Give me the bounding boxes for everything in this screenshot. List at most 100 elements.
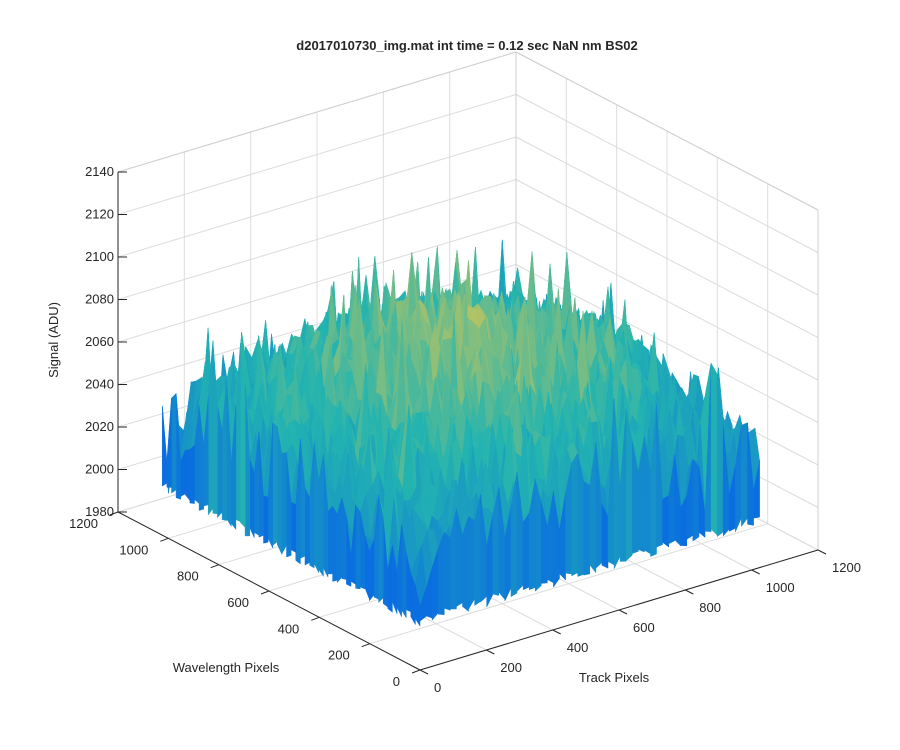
surface-skirt — [638, 436, 645, 553]
surface-skirt — [387, 545, 393, 613]
grid-z-back-x — [117, 179, 517, 300]
surface-skirt — [309, 442, 315, 569]
axes — [109, 171, 827, 675]
x-tick — [419, 669, 429, 675]
surface-skirt — [662, 495, 669, 548]
surface-skirt — [522, 512, 530, 591]
surface-skirt — [369, 539, 375, 602]
x-tick-label: 400 — [567, 640, 589, 655]
surface-skirt — [189, 444, 195, 504]
surface-skirt — [382, 518, 389, 608]
surface-skirt — [583, 480, 591, 576]
grid-z-back-y — [515, 136, 819, 296]
x-tick-label: 600 — [633, 620, 655, 635]
z-tick-label: 1980 — [85, 504, 114, 519]
surface-skirt — [162, 405, 168, 487]
grid-z-back-x — [117, 94, 517, 215]
surface-skirt — [217, 405, 223, 519]
surface-skirt — [244, 380, 250, 537]
y-tick — [361, 643, 370, 648]
grid-z-back-y — [515, 221, 819, 381]
surface-skirt — [553, 491, 560, 588]
y-tick-label: 1000 — [119, 542, 148, 557]
z-tick-label: 2140 — [85, 164, 114, 179]
y-tick-label: 400 — [278, 621, 300, 636]
surface-skirt — [462, 516, 469, 612]
surface-skirt — [332, 505, 338, 582]
surface-skirt — [185, 449, 191, 502]
surface-skirt — [698, 466, 706, 538]
y-tick-label: 800 — [177, 569, 199, 584]
surface-skirt — [373, 494, 379, 600]
y-tick — [160, 537, 169, 542]
surface-skirt — [625, 408, 633, 562]
surface-skirt — [355, 504, 361, 590]
surface-skirt — [198, 405, 204, 511]
surface-skirt — [741, 422, 748, 528]
x-tick — [618, 609, 628, 615]
z-tick-label: 2060 — [85, 334, 114, 349]
surface-skirt — [668, 455, 675, 545]
surface-skirt — [346, 515, 352, 587]
surface-skirt — [437, 532, 445, 615]
chart-title: d2017010730_img.mat int time = 0.12 sec … — [296, 38, 637, 53]
z-tick-label: 2040 — [85, 377, 114, 392]
surface-skirt — [692, 458, 700, 542]
surface-skirt — [212, 340, 218, 515]
grid-z-back-y — [515, 179, 819, 338]
surface-skirt — [240, 343, 246, 529]
x-tick — [685, 589, 694, 595]
y-axis-label: Wavelength Pixels — [173, 660, 280, 675]
x-tick — [751, 569, 760, 575]
grid-z-back-x — [117, 221, 517, 343]
surface-skirt — [510, 471, 518, 598]
surface-skirt — [166, 398, 172, 488]
surface-skirt — [450, 508, 457, 610]
surface-skirt — [263, 495, 269, 544]
z-axis-label: Signal (ADU) — [46, 302, 61, 378]
grid-z-back-y — [515, 94, 819, 253]
x-axis-label: Track Pixels — [579, 670, 650, 685]
x-tick-label: 1200 — [832, 560, 861, 575]
surface-skirt — [208, 340, 214, 516]
surface-skirt — [171, 392, 177, 494]
surface-skirt — [589, 442, 597, 574]
surface-skirt — [710, 362, 718, 536]
z-tick-label: 2000 — [85, 462, 114, 477]
y-tick-label: 1200 — [69, 516, 98, 531]
x-tick-label: 800 — [699, 600, 721, 615]
surface-skirt — [304, 488, 310, 566]
y-tick — [411, 669, 421, 674]
surface-skirt — [258, 431, 264, 538]
surface-skirt — [327, 505, 333, 575]
surface-skirt — [277, 426, 283, 555]
surface-skirt — [378, 494, 384, 604]
surface-skirt — [272, 422, 278, 546]
surface-skirt — [541, 502, 548, 584]
surface-skirt — [601, 504, 609, 569]
surface-skirt — [559, 492, 566, 581]
surface-skirt — [486, 514, 494, 608]
surface-skirt — [704, 363, 712, 532]
surface-skirt — [295, 439, 301, 565]
surface-mesh — [162, 239, 760, 627]
tick-labels: 0 200 400 600 800 1000 1200 0 200 400 600 800 1000 12… — [69, 164, 861, 695]
surface-skirt — [571, 452, 578, 577]
z-tick-label: 2120 — [85, 207, 114, 222]
surface-skirt — [175, 393, 181, 500]
surface-skirt — [753, 460, 760, 519]
surface-skirt — [249, 459, 255, 538]
y-tick-label: 0 — [393, 674, 400, 689]
surface-skirt — [444, 531, 451, 611]
surface-skirt — [410, 573, 416, 626]
z-tick-label: 2080 — [85, 292, 114, 307]
surface-skirt — [680, 495, 688, 547]
x-tick-label: 1000 — [766, 580, 795, 595]
grid-z-back-x — [117, 264, 517, 385]
box-edge — [117, 51, 517, 173]
surface-skirt — [656, 404, 663, 548]
surface-skirt — [468, 515, 475, 611]
surface-skirt — [221, 379, 227, 521]
surface-skirt — [747, 422, 754, 526]
